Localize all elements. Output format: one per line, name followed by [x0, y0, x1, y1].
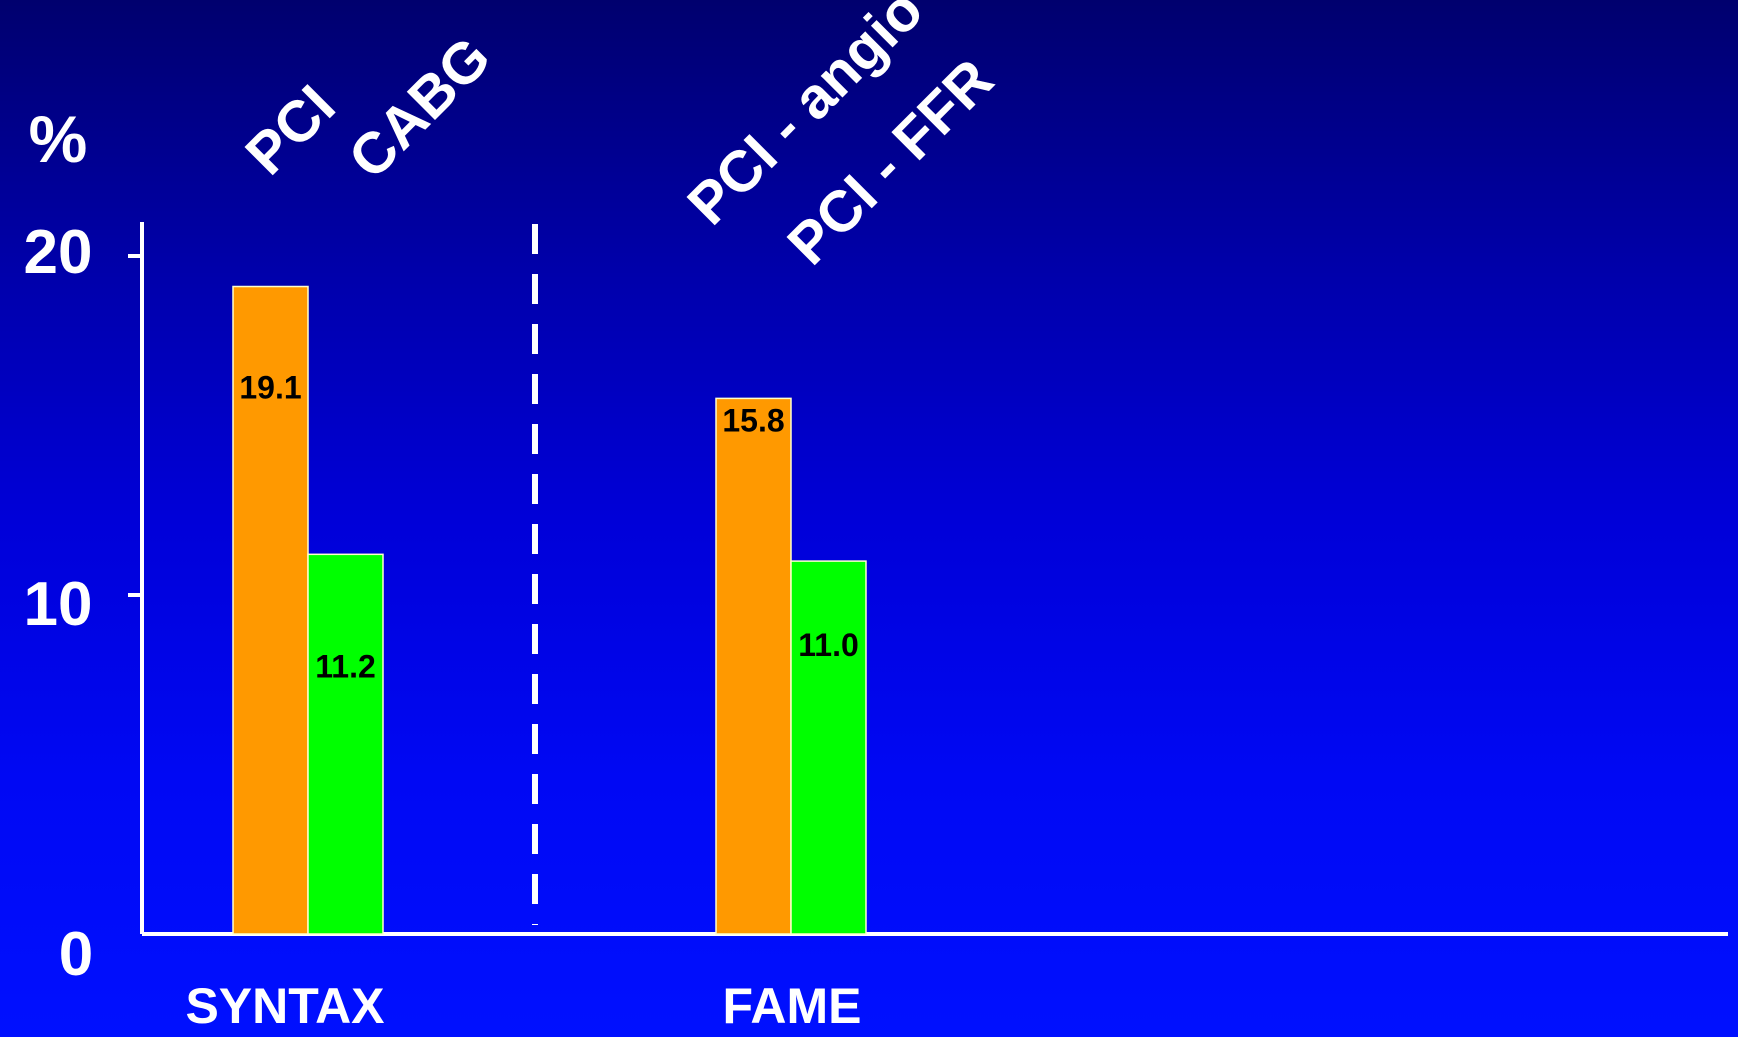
bar-fame-orange: [715, 397, 792, 935]
axes: [128, 222, 1728, 936]
bar-syntax-green: [307, 553, 384, 935]
bars: [232, 285, 867, 935]
bar-syntax-orange: [232, 285, 309, 935]
category-label-syntax: SYNTAX: [185, 978, 384, 1034]
data-label-fame-0: 15.8: [722, 402, 784, 438]
data-label-fame-1: 11.0: [798, 627, 859, 663]
bar-header-syntax-1: CABG: [336, 24, 503, 191]
y-tick-label-20: 20: [24, 218, 93, 287]
y-tick-label-0: 0: [59, 920, 93, 989]
bar-header-syntax-0: PCI: [233, 73, 347, 187]
data-label-syntax-0: 19.1: [239, 370, 301, 406]
bar-fame-green: [790, 560, 867, 935]
data-label-syntax-1: 11.2: [315, 648, 376, 684]
y-tick-label-10: 10: [24, 570, 93, 639]
category-label-fame: FAME: [723, 978, 862, 1034]
y-axis-label: %: [29, 102, 88, 176]
